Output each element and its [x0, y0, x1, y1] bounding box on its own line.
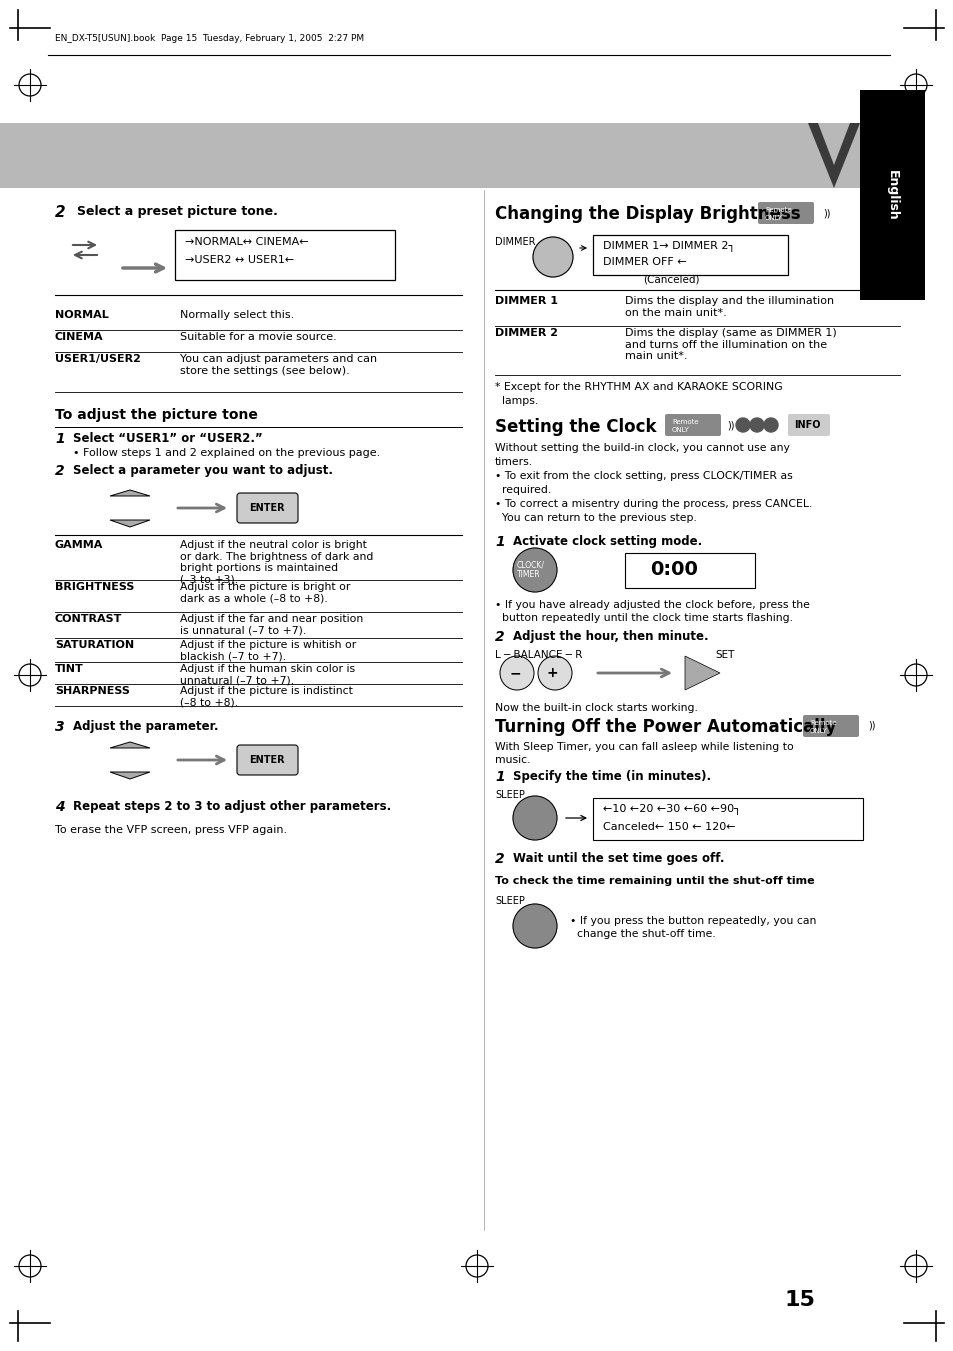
Text: Select a parameter you want to adjust.: Select a parameter you want to adjust. — [73, 463, 333, 477]
Text: ENTER: ENTER — [249, 503, 285, 513]
Text: 2: 2 — [55, 463, 65, 478]
Text: BRIGHTNESS: BRIGHTNESS — [55, 582, 134, 592]
Text: 2: 2 — [55, 205, 66, 220]
Bar — [0, 123, 859, 188]
Polygon shape — [110, 520, 150, 527]
Text: L ─ BALANCE ─ R: L ─ BALANCE ─ R — [495, 650, 581, 661]
Text: Adjust if the picture is indistinct
(–8 to +8).: Adjust if the picture is indistinct (–8 … — [180, 686, 353, 708]
Text: Adjust if the picture is whitish or
blackish (–7 to +7).: Adjust if the picture is whitish or blac… — [180, 640, 355, 662]
Bar — [593, 798, 862, 840]
Text: GAMMA: GAMMA — [55, 540, 103, 550]
Text: EN_DX-T5[USUN].book  Page 15  Tuesday, February 1, 2005  2:27 PM: EN_DX-T5[USUN].book Page 15 Tuesday, Feb… — [55, 34, 364, 43]
Text: )): )) — [822, 208, 830, 218]
Text: TINT: TINT — [55, 663, 84, 674]
Text: SET: SET — [714, 650, 734, 661]
Text: Select “USER1” or “USER2.”: Select “USER1” or “USER2.” — [73, 432, 262, 444]
Text: • To correct a misentry during the process, press CANCEL.: • To correct a misentry during the proce… — [495, 499, 812, 509]
Circle shape — [735, 417, 749, 432]
Text: Dims the display (same as DIMMER 1)
and turns off the illumination on the
main u: Dims the display (same as DIMMER 1) and … — [624, 328, 836, 361]
Text: +: + — [546, 666, 558, 680]
Text: DIMMER 2: DIMMER 2 — [495, 328, 558, 338]
Text: )): )) — [726, 420, 734, 430]
Text: Turning Off the Power Automatically: Turning Off the Power Automatically — [495, 717, 836, 736]
Text: lamps.: lamps. — [495, 396, 537, 407]
Text: change the shut-off time.: change the shut-off time. — [569, 929, 715, 939]
Text: • If you press the button repeatedly, you can: • If you press the button repeatedly, yo… — [569, 916, 816, 925]
Text: Adjust if the picture is bright or
dark as a whole (–8 to +8).: Adjust if the picture is bright or dark … — [180, 582, 350, 604]
FancyBboxPatch shape — [787, 413, 829, 436]
FancyBboxPatch shape — [758, 203, 813, 224]
Text: INFO: INFO — [793, 420, 820, 430]
Text: English: English — [884, 170, 898, 220]
Circle shape — [533, 236, 573, 277]
Polygon shape — [684, 657, 720, 690]
Text: You can adjust parameters and can
store the settings (see below).: You can adjust parameters and can store … — [180, 354, 376, 376]
Text: Remote: Remote — [764, 207, 791, 213]
Text: ←10 ←20 ←30 ←60 ←90┐: ←10 ←20 ←30 ←60 ←90┐ — [602, 804, 740, 815]
Text: 1: 1 — [495, 535, 504, 549]
Text: DIMMER 1: DIMMER 1 — [495, 296, 558, 305]
Text: Remote: Remote — [809, 720, 836, 725]
Text: SLEEP: SLEEP — [495, 896, 524, 907]
Circle shape — [513, 796, 557, 840]
FancyBboxPatch shape — [802, 715, 858, 738]
Text: Setting the Clock: Setting the Clock — [495, 417, 656, 436]
Text: →USER2 ↔ USER1←: →USER2 ↔ USER1← — [185, 255, 294, 265]
Text: Canceled← 150 ← 120←: Canceled← 150 ← 120← — [602, 821, 735, 832]
Text: 1: 1 — [495, 770, 504, 784]
Text: CINEMA: CINEMA — [55, 332, 104, 342]
FancyBboxPatch shape — [236, 744, 297, 775]
Text: DIMMER 1→ DIMMER 2┐: DIMMER 1→ DIMMER 2┐ — [602, 240, 735, 253]
Text: With Sleep Timer, you can fall asleep while listening to: With Sleep Timer, you can fall asleep wh… — [495, 742, 793, 753]
Text: 2: 2 — [495, 630, 504, 644]
Text: • To exit from the clock setting, press CLOCK/TIMER as: • To exit from the clock setting, press … — [495, 471, 792, 481]
Text: NORMAL: NORMAL — [55, 309, 109, 320]
Text: USER1/USER2: USER1/USER2 — [55, 354, 141, 363]
Text: To check the time remaining until the shut-off time: To check the time remaining until the sh… — [495, 875, 814, 886]
Text: ONLY: ONLY — [764, 215, 782, 222]
Circle shape — [513, 904, 557, 948]
Text: ONLY: ONLY — [671, 427, 689, 434]
FancyBboxPatch shape — [664, 413, 720, 436]
Text: ENTER: ENTER — [249, 755, 285, 765]
Text: →NORMAL↔ CINEMA←: →NORMAL↔ CINEMA← — [185, 236, 309, 247]
Text: music.: music. — [495, 755, 530, 765]
Text: DIMMER: DIMMER — [495, 236, 535, 247]
Text: button repeatedly until the clock time starts flashing.: button repeatedly until the clock time s… — [495, 613, 792, 623]
Polygon shape — [807, 123, 859, 188]
Text: • Follow steps 1 and 2 explained on the previous page.: • Follow steps 1 and 2 explained on the … — [73, 449, 380, 458]
Text: )): )) — [867, 721, 875, 731]
Text: SHARPNESS: SHARPNESS — [55, 686, 130, 696]
Text: SLEEP: SLEEP — [495, 790, 524, 800]
Text: Adjust if the far and near position
is unnatural (–7 to +7).: Adjust if the far and near position is u… — [180, 613, 363, 635]
Polygon shape — [817, 123, 849, 165]
Text: TIMER: TIMER — [517, 570, 540, 580]
Text: CONTRAST: CONTRAST — [55, 613, 122, 624]
Circle shape — [763, 417, 778, 432]
Text: Suitable for a movie source.: Suitable for a movie source. — [180, 332, 336, 342]
Circle shape — [537, 657, 572, 690]
Bar — [859, 91, 924, 300]
Text: DIMMER OFF ←: DIMMER OFF ← — [602, 257, 686, 267]
Text: Adjust if the human skin color is
unnatural (–7 to +7).: Adjust if the human skin color is unnatu… — [180, 663, 355, 685]
Text: You can return to the previous step.: You can return to the previous step. — [495, 513, 696, 523]
Text: −: − — [510, 666, 521, 680]
Text: To adjust the picture tone: To adjust the picture tone — [55, 408, 257, 422]
Text: * Except for the RHYTHM AX and KARAOKE SCORING: * Except for the RHYTHM AX and KARAOKE S… — [495, 382, 781, 392]
Text: CLOCK/: CLOCK/ — [517, 561, 544, 569]
Text: (Canceled): (Canceled) — [642, 276, 699, 285]
Bar — [624, 553, 754, 588]
Circle shape — [749, 417, 763, 432]
Text: ONLY: ONLY — [809, 728, 827, 734]
Text: Wait until the set time goes off.: Wait until the set time goes off. — [513, 852, 723, 865]
Text: Without setting the build-in clock, you cannot use any: Without setting the build-in clock, you … — [495, 443, 789, 453]
Text: 15: 15 — [783, 1290, 815, 1310]
Text: 4: 4 — [55, 800, 65, 815]
Text: Adjust the hour, then minute.: Adjust the hour, then minute. — [513, 630, 708, 643]
Circle shape — [499, 657, 534, 690]
Polygon shape — [110, 742, 150, 748]
Text: Remote: Remote — [671, 419, 698, 426]
Text: SATURATION: SATURATION — [55, 640, 134, 650]
Text: 0:00: 0:00 — [649, 561, 698, 580]
Text: Repeat steps 2 to 3 to adjust other parameters.: Repeat steps 2 to 3 to adjust other para… — [73, 800, 391, 813]
